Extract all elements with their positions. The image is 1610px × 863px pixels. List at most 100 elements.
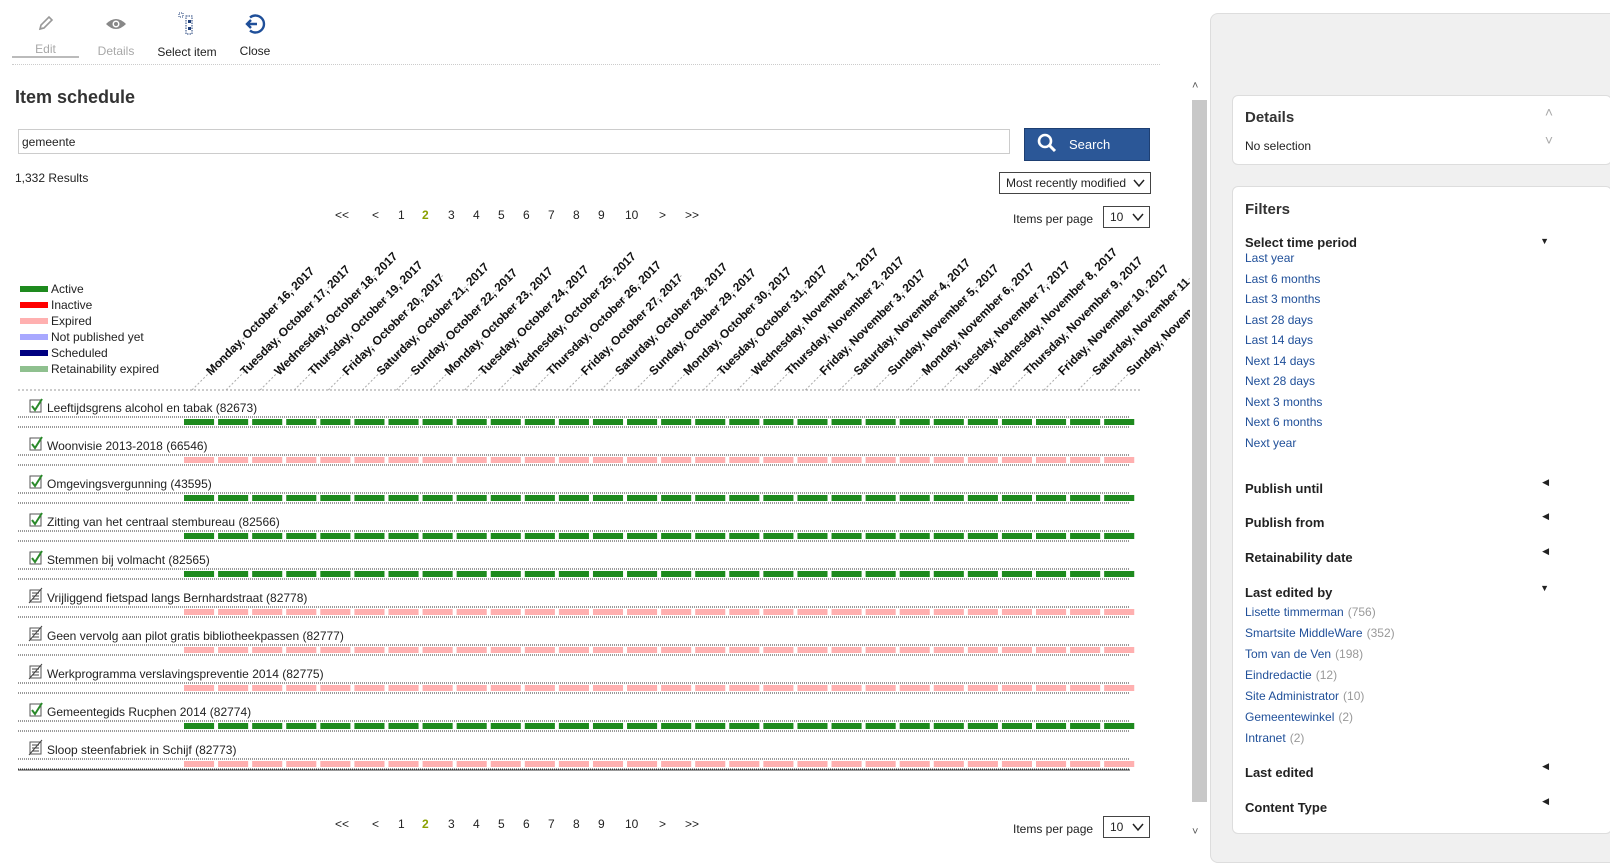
items-per-page-select[interactable]: 10 [1103, 206, 1150, 228]
first-page-link[interactable]: << [335, 817, 350, 831]
editor-name: Smartsite MiddleWare [1245, 626, 1363, 640]
item-title[interactable]: Omgevingsvergunning (43595) [47, 477, 212, 491]
filter-editor-option[interactable]: Tom van de Ven (198) [1245, 647, 1363, 661]
caret-left-icon[interactable]: ◀ [1542, 761, 1549, 771]
filter-time-period-header[interactable]: Select time period [1245, 235, 1357, 250]
filter-editor-option[interactable]: Gemeentewinkel (2) [1245, 710, 1353, 724]
caret-left-icon[interactable]: ◀ [1542, 477, 1549, 487]
page-link[interactable]: 10 [625, 817, 639, 831]
page-link[interactable]: 5 [498, 817, 505, 831]
filter-time-option[interactable]: Last 3 months [1245, 292, 1321, 306]
caret-left-icon[interactable]: ◀ [1542, 511, 1549, 521]
page-link[interactable]: 3 [448, 817, 455, 831]
filter-time-option[interactable]: Next 3 months [1245, 394, 1323, 409]
filter-time-option[interactable]: Last year [1245, 251, 1295, 265]
caret-down-icon[interactable]: ▼ [1540, 583, 1549, 593]
page-link[interactable]: 4 [473, 817, 480, 831]
schedule-bar [456, 685, 487, 691]
item-title[interactable]: Werkprogramma verslavingspreventie 2014 … [47, 667, 324, 681]
caret-left-icon[interactable]: ◀ [1542, 796, 1549, 806]
filter-editor-option[interactable]: Site Administrator (10) [1245, 689, 1364, 703]
chevron-up-icon[interactable]: ˄ [1544, 104, 1553, 120]
item-title[interactable]: Leeftijdsgrens alcohol en tabak (82673) [47, 401, 257, 415]
last-page-link[interactable]: >> [685, 817, 700, 831]
item-title[interactable]: Vrijliggend fietspad langs Bernhardstraa… [47, 591, 307, 605]
caret-left-icon[interactable]: ◀ [1542, 546, 1549, 556]
next-page-link[interactable]: > [659, 817, 667, 831]
filter-editor-option[interactable]: Intranet (2) [1245, 731, 1304, 745]
page-link[interactable]: 7 [548, 817, 555, 831]
search-button[interactable]: Search [1024, 128, 1150, 161]
filter-time-option[interactable]: Next 6 months [1245, 415, 1323, 429]
schedule-bar [456, 571, 487, 577]
item-title[interactable]: Stemmen bij volmacht (82565) [47, 553, 210, 567]
search-input[interactable] [18, 129, 1010, 154]
filter-time-option[interactable]: Next 14 days [1245, 353, 1316, 368]
item-title[interactable]: Gemeentegids Rucphen 2014 (82774) [47, 705, 251, 719]
filter-time-option[interactable]: Next 28 days [1245, 374, 1316, 388]
page-link[interactable]: 10 [625, 208, 639, 222]
current-page[interactable]: 2 [422, 817, 429, 831]
sort-select[interactable]: Most recently modified [999, 172, 1151, 194]
prev-page-link[interactable]: < [372, 817, 380, 831]
schedule-bar [592, 647, 624, 653]
page-link[interactable]: 9 [598, 208, 605, 222]
page-link[interactable]: 5 [498, 208, 505, 222]
details-panel: Details No selection ˄ ˅ [1232, 95, 1610, 165]
item-title[interactable]: Woonvisie 2013-2018 (66546) [47, 439, 208, 453]
next-page-link[interactable]: > [659, 208, 667, 222]
filter-publish-from-header[interactable]: Publish from [1245, 515, 1325, 530]
filter-editor-option[interactable]: Smartsite MiddleWare (352) [1245, 626, 1395, 640]
close-button[interactable]: Close [221, 6, 289, 58]
page-link[interactable]: 4 [473, 208, 480, 222]
filter-editor-option[interactable]: Eindredactie (12) [1245, 668, 1337, 682]
schedule-bar [218, 495, 249, 501]
schedule-bar [388, 533, 419, 539]
item-title[interactable]: Zitting van het centraal stembureau (825… [47, 515, 280, 529]
page-link[interactable]: 1 [398, 817, 405, 831]
page-link[interactable]: 6 [523, 208, 530, 222]
page-link[interactable]: 9 [598, 817, 605, 831]
filter-editor-option[interactable]: Lisette timmerman (756) [1245, 605, 1376, 619]
details-button[interactable]: Details [79, 6, 153, 58]
scroll-down-icon[interactable]: ˅ [1192, 826, 1199, 838]
page-link[interactable]: 3 [448, 208, 455, 222]
scrollbar-thumb[interactable] [1192, 100, 1207, 802]
close-circle-icon [244, 12, 266, 35]
filter-time-option[interactable]: Last 28 days [1245, 312, 1314, 327]
edit-button[interactable]: Edit [12, 6, 79, 58]
page-link[interactable]: 8 [573, 208, 580, 222]
schedule-bar [592, 685, 624, 691]
schedule-bar [967, 609, 998, 615]
schedule-bar [524, 647, 555, 653]
page-link[interactable]: 1 [398, 208, 405, 222]
item-title[interactable]: Geen vervolg aan pilot gratis bibliothee… [47, 629, 344, 643]
date-separator [736, 273, 854, 391]
page-link[interactable]: 8 [573, 817, 580, 831]
chevron-down-icon[interactable]: ˅ [1544, 132, 1553, 148]
schedule-bar [1070, 723, 1101, 729]
caret-down-icon[interactable]: ▼ [1540, 236, 1549, 246]
filter-last-edited-by-header[interactable]: Last edited by [1245, 585, 1333, 600]
filter-time-option[interactable]: Next year [1245, 435, 1297, 450]
item-title[interactable]: Sloop steenfabriek in Schijf (82773) [47, 743, 236, 757]
last-page-link[interactable]: >> [685, 208, 700, 222]
filter-publish-until-header[interactable]: Publish until [1245, 481, 1323, 496]
select-item-button[interactable]: Select item [153, 6, 221, 59]
scroll-up-icon[interactable]: ˄ [1192, 80, 1199, 92]
published-check-icon [29, 702, 43, 717]
filter-content-type-header[interactable]: Content Type [1245, 800, 1328, 815]
date-separator [1043, 273, 1161, 391]
current-page[interactable]: 2 [422, 208, 429, 222]
schedule-bar [558, 571, 589, 577]
page-link[interactable]: 7 [548, 208, 555, 222]
filter-time-option[interactable]: Last 14 days [1245, 333, 1314, 347]
prev-page-link[interactable]: < [372, 208, 380, 222]
filter-retainability-date-header[interactable]: Retainability date [1245, 550, 1353, 565]
schedule-bar [627, 609, 658, 615]
filter-time-option[interactable]: Last 6 months [1245, 271, 1321, 286]
page-link[interactable]: 6 [523, 817, 530, 831]
filter-last-edited-header[interactable]: Last edited [1245, 765, 1314, 780]
first-page-link[interactable]: << [335, 208, 350, 222]
items-per-page-select[interactable]: 10 [1103, 816, 1150, 838]
